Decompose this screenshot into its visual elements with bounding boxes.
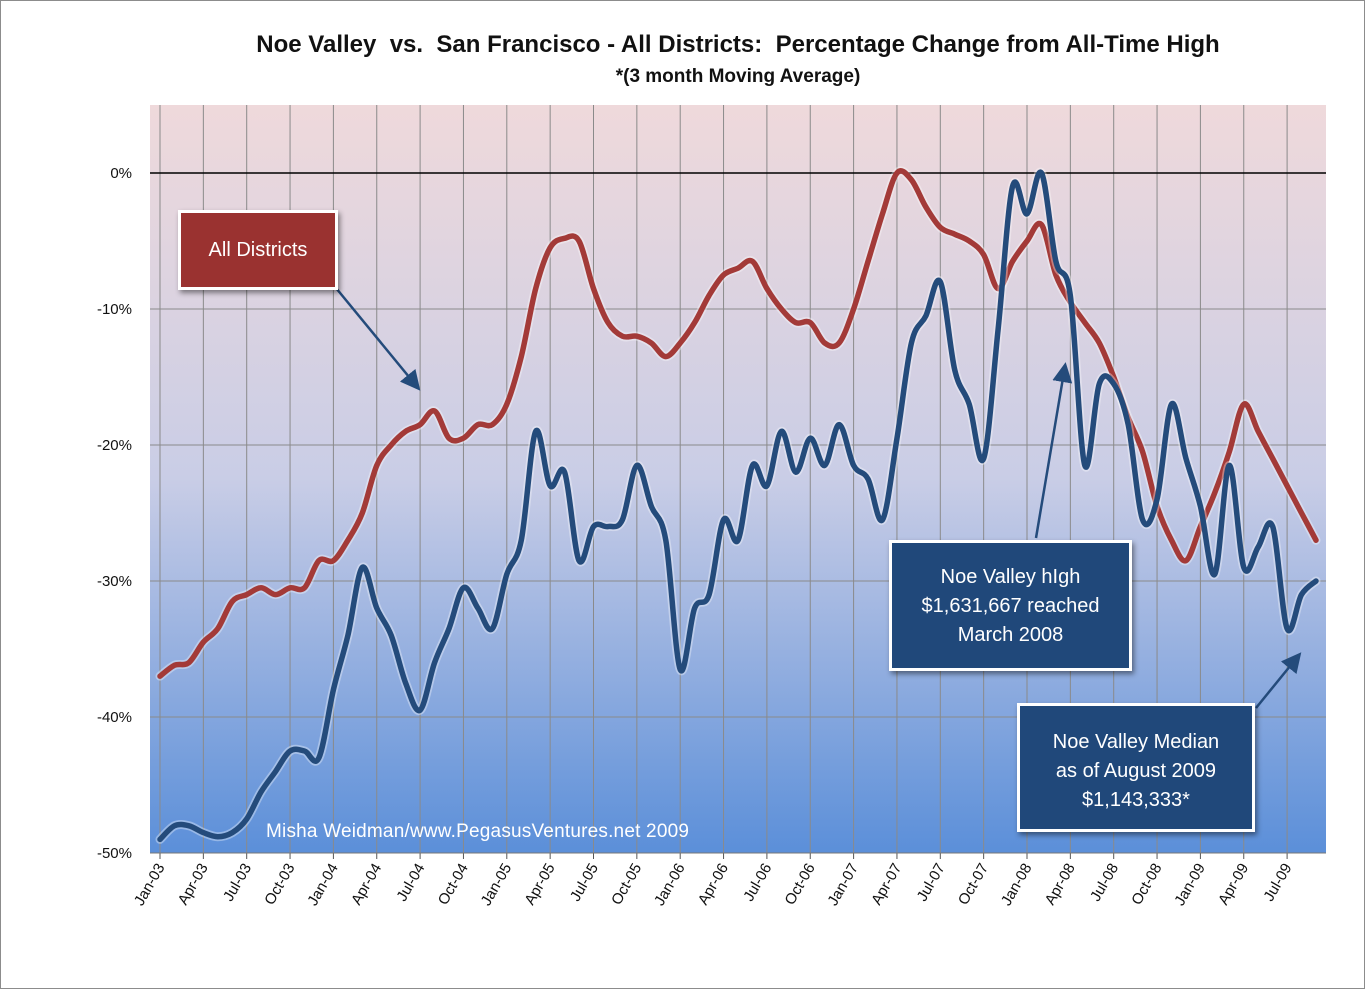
credit-text: Misha Weidman/www.PegasusVentures.net 20… — [266, 821, 690, 842]
arrow-all-districts — [335, 287, 421, 391]
noe-high-callout: Noe Valley hIgh $1,631,667 reached March… — [889, 540, 1132, 671]
y-tick-label: -10% — [97, 301, 132, 318]
noe-median-line3: $1,143,333* — [1082, 789, 1190, 811]
arrow-noe-high — [1034, 362, 1073, 539]
y-tick-label: -30% — [97, 573, 132, 590]
noe-high-line2: $1,631,667 reached — [921, 595, 1100, 617]
y-axis-ticks: 0% -10% -20% -30% -40% -50% — [97, 165, 132, 862]
x-tick-label: Jan-04 — [304, 861, 342, 909]
all-districts-label-text: All Districts — [208, 239, 308, 261]
x-tick-label: Apr-06 — [695, 861, 732, 908]
x-tick-label: Jan-09 — [1171, 861, 1209, 909]
y-tick-label: 0% — [110, 165, 132, 182]
x-tick-label: Oct-06 — [781, 861, 818, 908]
noe-median-callout: Noe Valley Median as of August 2009 $1,1… — [1017, 703, 1255, 832]
x-tick-label: Oct-07 — [955, 861, 992, 908]
x-tick-label: Jul-09 — [1260, 861, 1295, 905]
noe-median-line1: Noe Valley Median — [1052, 731, 1220, 753]
x-tick-label: Jul-05 — [567, 861, 602, 905]
x-tick-label: Jan-05 — [478, 861, 516, 909]
x-tick-label: Apr-08 — [1042, 861, 1079, 908]
x-tick-label: Jan-06 — [651, 861, 689, 909]
x-tick-label: Apr-07 — [868, 861, 905, 908]
chart-title: Noe Valley vs. San Francisco - All Distr… — [256, 31, 1220, 58]
x-tick-label: Oct-04 — [435, 861, 472, 908]
noe-high-line3: March 2008 — [957, 624, 1064, 646]
x-tick-label: Jan-03 — [131, 861, 169, 909]
series-line-noe-valley — [157, 169, 1319, 843]
x-tick-label: Apr-09 — [1215, 861, 1252, 908]
x-tick-label: Jul-08 — [1087, 861, 1122, 905]
x-tick-label: Jul-04 — [393, 861, 428, 905]
y-tick-label: -50% — [97, 845, 132, 862]
arrow-noe-median — [1255, 652, 1302, 709]
noe-high-line1: Noe Valley hIgh — [940, 566, 1081, 588]
x-tick-label: Apr-03 — [175, 861, 212, 908]
x-tick-label: Apr-04 — [348, 861, 385, 908]
x-axis-ticks: Jan-03 Apr-03 Jul-03 Oct-03 Jan-04 Apr-04 Jul-… — [131, 861, 1296, 909]
series-lines — [155, 166, 1321, 844]
chart-subtitle: *(3 month Moving Average) — [615, 66, 861, 87]
x-tick-label: Oct-03 — [261, 861, 298, 908]
x-tick-label: Oct-05 — [608, 861, 645, 908]
all-districts-label: All Districts — [178, 210, 338, 290]
y-tick-label: -20% — [97, 437, 132, 454]
x-tick-label: Apr-05 — [521, 861, 558, 908]
noe-median-line2: as of August 2009 — [1055, 760, 1217, 782]
x-tick-label: Jan-07 — [824, 861, 862, 909]
x-tick-label: Jul-03 — [220, 861, 255, 905]
x-tick-label: Jul-06 — [740, 861, 775, 905]
x-tick-label: Jan-08 — [998, 861, 1036, 909]
x-tick-label: Jul-07 — [914, 861, 949, 905]
y-tick-label: -40% — [97, 709, 132, 726]
x-tick-label: Oct-08 — [1128, 861, 1165, 908]
